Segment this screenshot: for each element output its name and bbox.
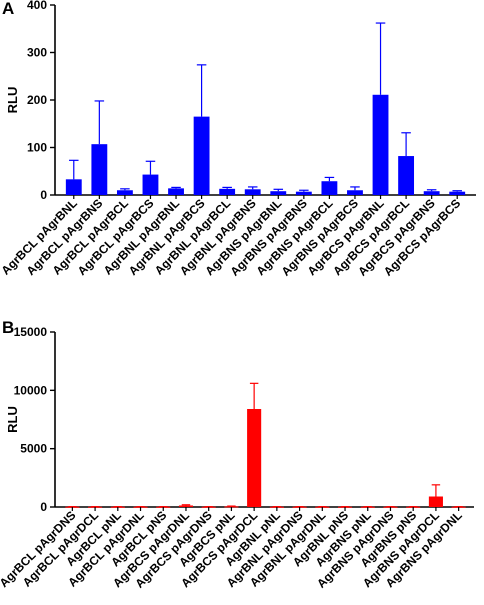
y-tick-label: 100 bbox=[27, 141, 47, 155]
bar bbox=[224, 506, 239, 508]
bar bbox=[295, 191, 312, 195]
bar bbox=[398, 156, 415, 195]
bar bbox=[449, 191, 466, 195]
bar bbox=[91, 144, 108, 195]
bar bbox=[116, 190, 133, 195]
y-axis-label: RLU bbox=[5, 406, 20, 433]
bar bbox=[347, 190, 363, 195]
y-tick-label: 5000 bbox=[20, 442, 47, 456]
bar bbox=[193, 116, 210, 195]
bar bbox=[247, 409, 262, 507]
y-tick-label: 400 bbox=[27, 0, 47, 12]
bar bbox=[178, 505, 194, 507]
bar bbox=[428, 496, 443, 507]
y-tick-label: 0 bbox=[40, 188, 47, 202]
bar bbox=[372, 94, 389, 195]
bar bbox=[168, 188, 184, 195]
bar bbox=[321, 181, 338, 195]
y-tick-label: 10000 bbox=[14, 383, 48, 397]
bar bbox=[219, 188, 236, 195]
bar bbox=[142, 174, 159, 195]
bar bbox=[65, 179, 82, 195]
bar bbox=[244, 189, 261, 195]
y-axis-label: RLU bbox=[5, 87, 20, 114]
y-tick-label: 15000 bbox=[14, 325, 48, 339]
y-tick-label: 300 bbox=[27, 46, 47, 60]
panel-a-letter: A bbox=[2, 0, 14, 18]
bar bbox=[270, 191, 287, 195]
panel-b-letter: B bbox=[2, 318, 14, 337]
y-tick-label: 200 bbox=[27, 93, 47, 107]
bar bbox=[423, 191, 440, 195]
y-tick-label: 0 bbox=[40, 500, 47, 514]
